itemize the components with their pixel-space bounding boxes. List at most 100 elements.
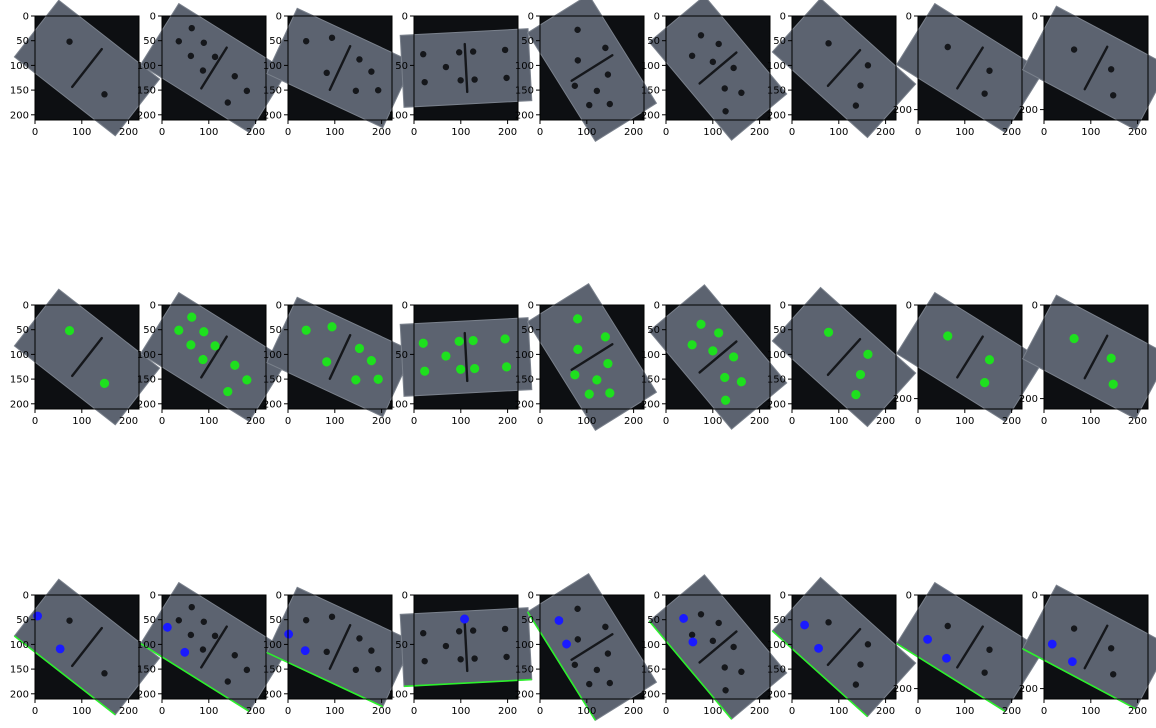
y-tick-label: 200 xyxy=(137,689,156,700)
corner-point xyxy=(284,629,294,639)
x-tick-label: 100 xyxy=(955,706,974,717)
pip-marker xyxy=(855,369,866,380)
x-tick-label: 100 xyxy=(451,416,470,427)
pip-marker xyxy=(470,363,480,374)
y-tick-label: 50 xyxy=(143,325,156,336)
pip-marker xyxy=(223,386,233,397)
domino xyxy=(526,572,658,722)
pip-marker xyxy=(584,389,594,399)
domino xyxy=(526,282,658,432)
pip xyxy=(352,666,360,674)
y-tick-label: 150 xyxy=(515,86,534,97)
domino-divider xyxy=(71,626,103,668)
pip-marker xyxy=(199,327,209,337)
pip-marker xyxy=(592,375,602,385)
axes-frame xyxy=(791,594,897,700)
x-tick-label: 100 xyxy=(703,706,722,717)
pip xyxy=(368,647,375,654)
y-tick-label: 200 xyxy=(137,110,156,121)
pip xyxy=(187,631,195,639)
y-tick-label: 150 xyxy=(515,665,534,676)
y-tick-label: 150 xyxy=(10,375,29,386)
pip xyxy=(224,678,231,685)
y-tick-label: 50 xyxy=(143,36,156,47)
pip-marker xyxy=(1108,379,1118,389)
pip-marker xyxy=(720,372,730,383)
domino-divider xyxy=(698,630,738,664)
pip xyxy=(211,53,219,61)
axes-frame xyxy=(413,304,519,410)
x-tick-label: 0 xyxy=(1041,416,1047,427)
pip xyxy=(730,643,737,651)
axes-frame xyxy=(413,15,519,121)
domino-divider xyxy=(200,625,228,669)
x-tick-label: 100 xyxy=(703,127,722,138)
y-tick-label: 0 xyxy=(150,12,156,23)
domino-divider xyxy=(463,42,469,94)
pip xyxy=(501,46,509,54)
pip xyxy=(469,48,477,55)
pip xyxy=(715,40,722,48)
y-tick-label: 100 xyxy=(767,640,786,651)
pip xyxy=(243,87,251,95)
axes-frame xyxy=(161,304,267,410)
x-tick-label: 200 xyxy=(119,416,138,427)
pip xyxy=(356,56,363,63)
y-tick-label: 50 xyxy=(647,615,660,626)
x-tick-label: 0 xyxy=(411,706,417,717)
pip xyxy=(469,627,477,634)
y-tick-label: 50 xyxy=(16,615,29,626)
x-tick-label: 100 xyxy=(72,127,91,138)
pip xyxy=(231,73,238,80)
domino xyxy=(266,7,414,129)
pip-marker xyxy=(572,314,583,324)
domino-divider xyxy=(328,334,352,380)
x-tick-label: 0 xyxy=(1041,706,1047,717)
y-tick-label: 200 xyxy=(767,399,786,410)
x-tick-label: 200 xyxy=(372,416,391,427)
axes-frame xyxy=(161,594,267,700)
y-tick-label: 100 xyxy=(263,640,282,651)
x-tick-label: 0 xyxy=(285,706,291,717)
pip xyxy=(442,63,450,71)
pip-marker xyxy=(980,378,990,388)
y-tick-label: 50 xyxy=(269,615,282,626)
axes-frame xyxy=(161,15,267,121)
y-tick-label: 200 xyxy=(1019,394,1038,405)
pip xyxy=(101,91,108,98)
domino-divider xyxy=(956,46,984,90)
pip-marker xyxy=(198,354,208,365)
domino xyxy=(648,0,788,141)
pip xyxy=(356,635,363,642)
pip xyxy=(574,605,581,613)
x-tick-label: 0 xyxy=(32,416,38,427)
edge-line xyxy=(648,620,733,720)
domino xyxy=(139,581,289,713)
domino xyxy=(13,578,161,716)
pip xyxy=(243,666,251,674)
pip-marker xyxy=(418,338,428,348)
pip xyxy=(231,652,238,659)
pip xyxy=(199,67,207,74)
y-tick-label: 150 xyxy=(263,375,282,386)
axes-frame xyxy=(791,304,897,410)
pip xyxy=(864,641,872,648)
axes-frame xyxy=(539,15,645,121)
axes-frame xyxy=(34,304,140,410)
pip-marker xyxy=(327,322,337,332)
x-tick-label: 100 xyxy=(703,416,722,427)
y-tick-label: 0 xyxy=(150,591,156,602)
x-tick-label: 100 xyxy=(72,416,91,427)
y-tick-label: 0 xyxy=(906,12,912,23)
pip xyxy=(328,613,336,620)
pip-marker xyxy=(242,375,252,385)
domino-divider xyxy=(463,331,469,383)
x-tick-label: 0 xyxy=(663,127,669,138)
y-tick-label: 150 xyxy=(137,665,156,676)
x-tick-label: 200 xyxy=(1002,127,1021,138)
